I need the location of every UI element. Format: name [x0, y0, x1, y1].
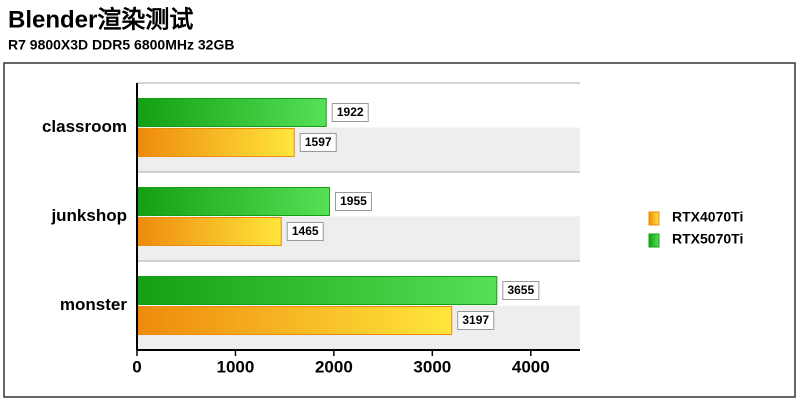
x-tick-label: 3000: [413, 357, 451, 376]
x-tick-label: 0: [132, 357, 141, 376]
x-tick-label: 1000: [217, 357, 255, 376]
value-label-box: [299, 133, 337, 152]
legend-swatch: [648, 211, 660, 226]
legend-label: RTX4070Ti: [672, 209, 743, 225]
y-tick-label: junkshop: [50, 206, 127, 225]
value-label: 1955: [340, 194, 367, 208]
chart-title: Blender渲染测试: [8, 6, 193, 33]
value-label-box: [502, 281, 540, 300]
x-tick-label: 4000: [512, 357, 550, 376]
value-label-box: [457, 311, 495, 330]
value-label-box: [286, 222, 324, 241]
y-tick-label: classroom: [42, 117, 127, 136]
value-label: 3197: [462, 313, 489, 327]
legend-swatch: [648, 233, 660, 248]
value-label: 1922: [337, 105, 364, 119]
legend-label: RTX5070Ti: [672, 231, 743, 247]
y-tick-label: monster: [60, 295, 127, 314]
value-label: 3655: [507, 283, 534, 297]
bar: [136, 128, 295, 157]
bar: [136, 276, 498, 305]
bar: [136, 217, 282, 246]
x-tick-label: 2000: [315, 357, 353, 376]
value-label: 1465: [292, 224, 319, 238]
value-label-box: [331, 103, 369, 122]
bar: [136, 187, 330, 216]
bar: [136, 306, 453, 335]
chart-subtitle: R7 9800X3D DDR5 6800MHz 32GB: [8, 37, 234, 53]
value-label: 1597: [305, 135, 332, 149]
value-label-box: [334, 192, 372, 211]
bar: [136, 98, 327, 127]
